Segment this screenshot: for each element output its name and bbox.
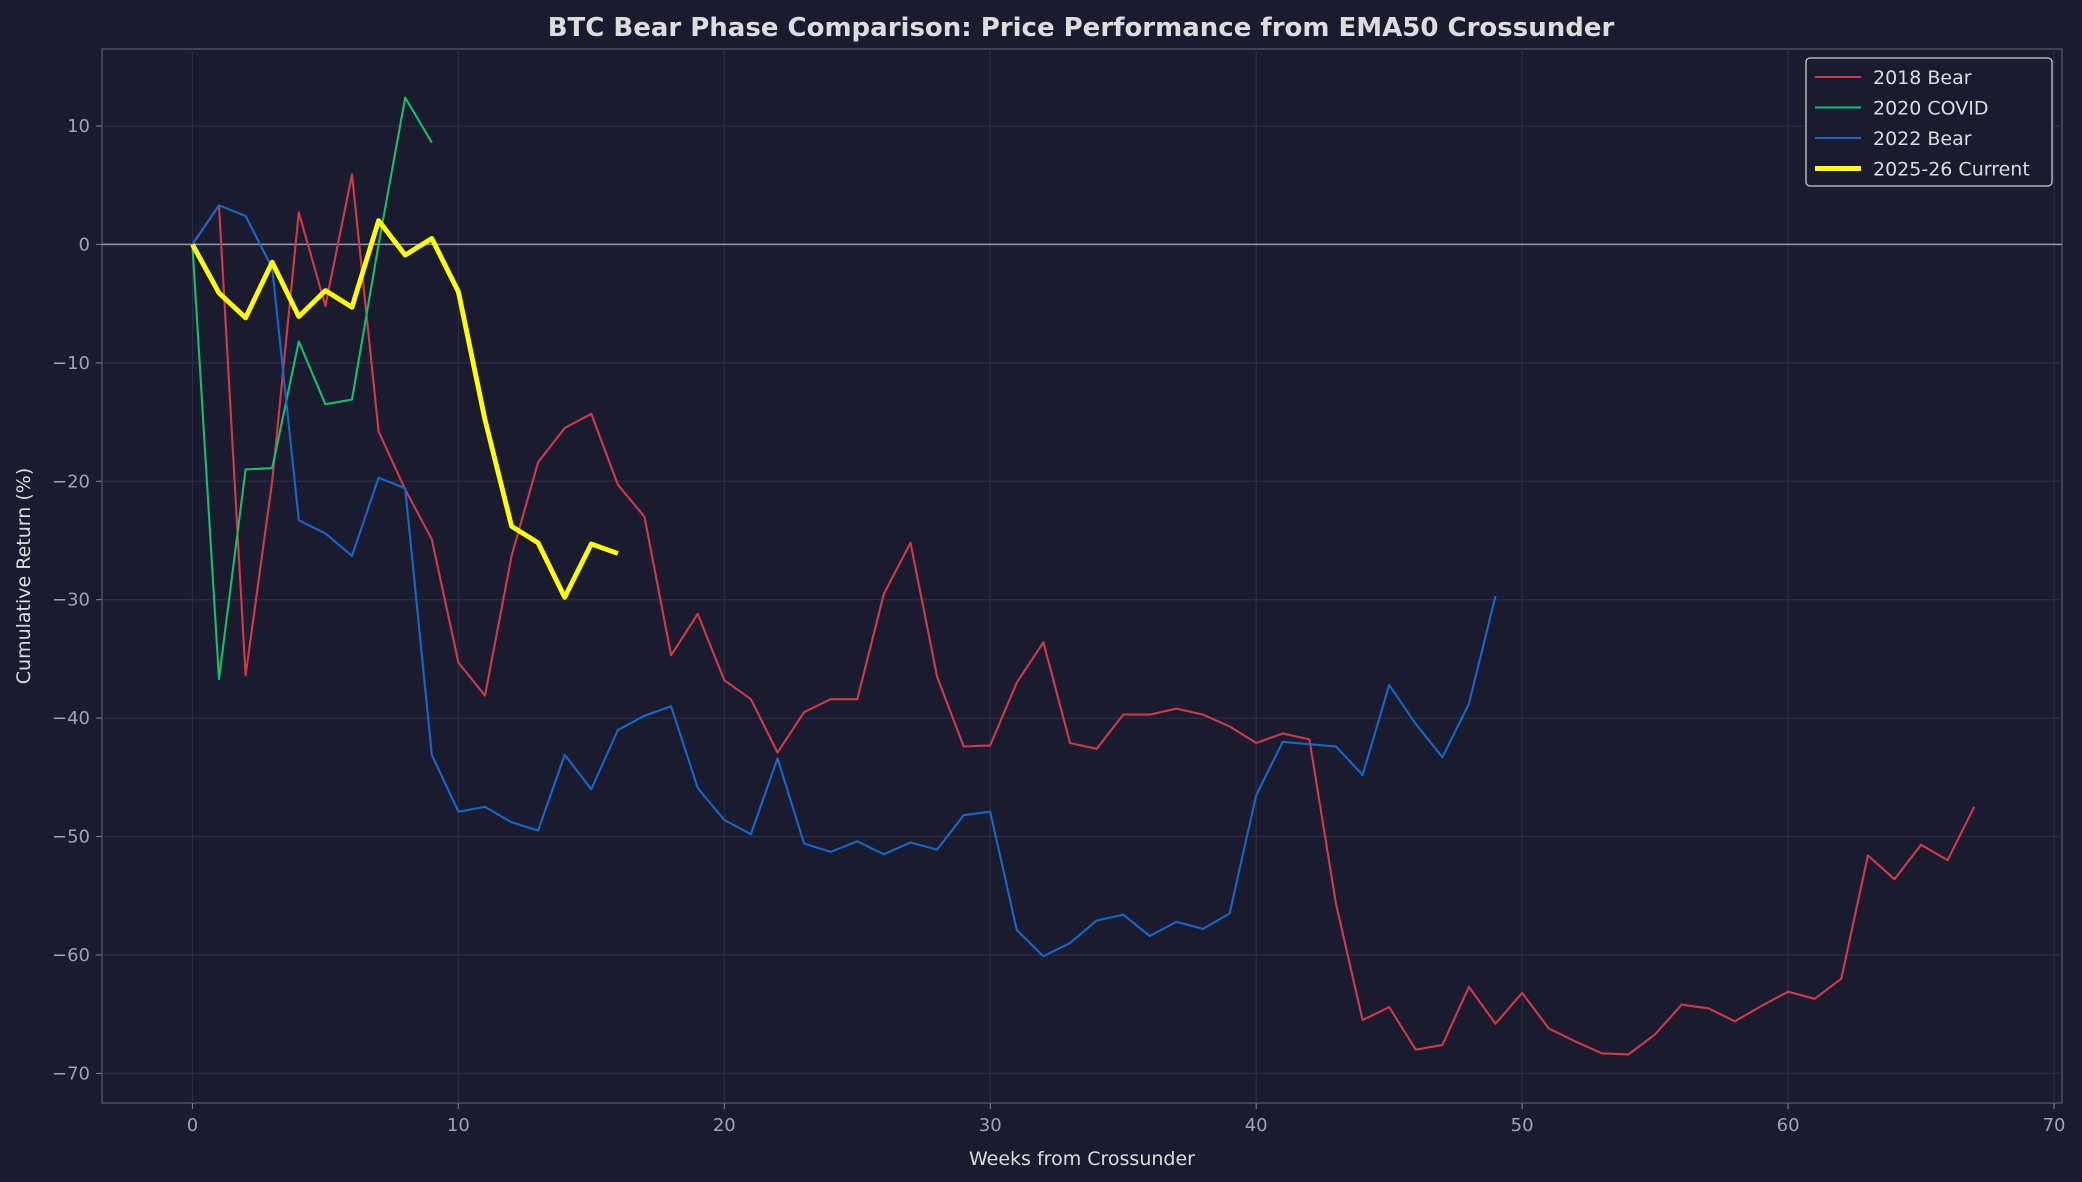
series-line-2025-26-current xyxy=(190,218,619,600)
x-tick-label: 20 xyxy=(713,1115,736,1136)
series-line-2022-bear xyxy=(191,204,1497,958)
y-tick-label: 0 xyxy=(79,234,90,255)
x-tick-label: 50 xyxy=(1511,1115,1534,1136)
y-tick-label: −40 xyxy=(52,708,90,729)
x-tick-label: 70 xyxy=(2043,1115,2066,1136)
legend-label: 2022 Bear xyxy=(1873,128,1972,150)
y-tick-label: 10 xyxy=(67,116,90,137)
legend: 2018 Bear 2020 COVID 2022 Bear 2025-26 Curr… xyxy=(1805,57,2053,187)
x-tick-label: 0 xyxy=(187,1115,198,1136)
series-line-2020-covid xyxy=(191,96,433,681)
legend-label: 2025-26 Current xyxy=(1873,159,2030,181)
x-axis-label: Weeks from Crossunder xyxy=(969,1148,1195,1170)
series-line-2018-bear xyxy=(191,173,1976,1056)
chart-title: BTC Bear Phase Comparison: Price Perform… xyxy=(548,13,1615,43)
x-tick-label: 40 xyxy=(1245,1115,1268,1136)
x-tick-label: 60 xyxy=(1777,1115,1800,1136)
y-tick-label: −30 xyxy=(52,590,90,611)
axis-ticks: 0 10 20 30 40 50 60 70 10 0 −10 −20 −30 −40 −50 −60 −70 xyxy=(52,116,2065,1136)
series-lines xyxy=(190,96,1976,1056)
x-tick-label: 10 xyxy=(447,1115,470,1136)
y-tick-label: −70 xyxy=(52,1063,90,1084)
y-tick-label: −20 xyxy=(52,471,90,492)
y-axis-label: Cumulative Return (%) xyxy=(13,468,35,684)
y-tick-label: −60 xyxy=(52,945,90,966)
legend-label: 2018 Bear xyxy=(1873,67,1972,89)
y-tick-label: −10 xyxy=(52,353,90,374)
grid xyxy=(102,49,2062,1103)
plot-area xyxy=(101,48,2063,1104)
x-tick-label: 30 xyxy=(979,1115,1002,1136)
y-tick-label: −50 xyxy=(52,827,90,848)
legend-label: 2020 COVID xyxy=(1873,98,1989,120)
